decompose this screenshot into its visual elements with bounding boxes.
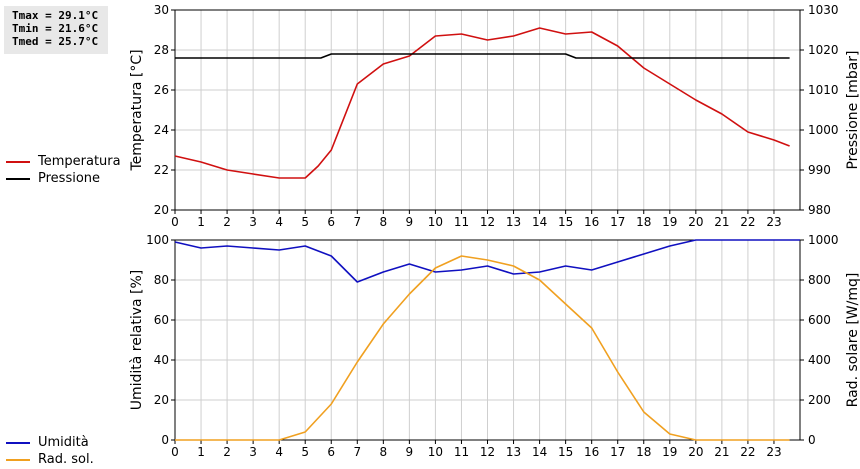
y-tick-label: 60	[154, 313, 169, 327]
series-line-pressione	[175, 53, 790, 59]
y2-tick-label: 1010	[808, 83, 839, 97]
y2-tick-label: 800	[808, 273, 831, 287]
y2-tick-label: 1030	[808, 3, 839, 17]
x-tick-label: 7	[353, 445, 361, 459]
y2-tick-label: 200	[808, 393, 831, 407]
y-tick-label: 40	[154, 353, 169, 367]
y-axis-label: Umidità relativa [%]	[129, 270, 145, 411]
x-tick-label: 17	[610, 445, 625, 459]
y2-tick-label: 600	[808, 313, 831, 327]
tmin-text: Tmin = 21.6°C	[12, 22, 99, 35]
x-tick-label: 9	[406, 445, 414, 459]
x-tick-label: 18	[636, 445, 651, 459]
x-tick-label: 2	[223, 215, 231, 229]
x-tick-label: 8	[380, 445, 388, 459]
x-tick-label: 14	[532, 215, 547, 229]
y-tick-label: 26	[154, 83, 169, 97]
y-tick-label: 0	[161, 433, 169, 447]
x-tick-label: 1	[197, 445, 205, 459]
x-tick-label: 18	[636, 215, 651, 229]
x-tick-label: 17	[610, 215, 625, 229]
tmed-text: Tmed = 25.7°C	[12, 35, 99, 48]
x-tick-label: 6	[327, 445, 335, 459]
y2-tick-label: 400	[808, 353, 831, 367]
y2-axis-label: Rad. solare [W/mq]	[845, 273, 860, 408]
y2-tick-label: 0	[808, 433, 816, 447]
y-tick-label: 20	[154, 393, 169, 407]
x-tick-label: 4	[275, 215, 283, 229]
x-tick-label: 21	[714, 215, 729, 229]
x-tick-label: 23	[766, 445, 781, 459]
y-tick-label: 100	[146, 233, 169, 247]
x-tick-label: 20	[688, 215, 703, 229]
x-tick-label: 13	[506, 445, 521, 459]
x-tick-label: 16	[584, 215, 599, 229]
y-tick-label: 80	[154, 273, 169, 287]
x-tick-label: 3	[249, 215, 257, 229]
x-tick-label: 0	[171, 215, 179, 229]
legend-label-pressione: Pressione	[38, 171, 101, 186]
legend-swatch-temperatura	[6, 161, 30, 163]
y-axis-label: Temperatura [°C]	[129, 49, 145, 171]
x-tick-label: 1	[197, 215, 205, 229]
series-line-umidit	[174, 239, 800, 283]
tmax-text: Tmax = 29.1°C	[12, 9, 99, 22]
series-line-temperatura	[174, 27, 790, 179]
legend-label-temperatura: Temperatura	[38, 154, 121, 169]
x-tick-label: 15	[558, 445, 573, 459]
legend-swatch-umidita	[6, 442, 30, 444]
x-tick-label: 23	[766, 215, 781, 229]
x-tick-label: 2	[223, 445, 231, 459]
y-tick-label: 22	[154, 163, 169, 177]
x-tick-label: 19	[662, 445, 677, 459]
x-tick-label: 14	[532, 445, 547, 459]
x-tick-label: 4	[275, 445, 283, 459]
y2-tick-label: 1000	[808, 123, 839, 137]
x-tick-label: 12	[480, 445, 495, 459]
chart-panel-temp-pressure: 0 1 2 3 4 5 6 7 8 9 10 11 12 13 14 15 16 17 18 19 20 21 22 2320…	[129, 3, 860, 229]
y2-tick-label: 980	[808, 203, 831, 217]
x-tick-label: 19	[662, 215, 677, 229]
x-tick-label: 22	[740, 215, 755, 229]
x-tick-label: 5	[301, 215, 309, 229]
legend-swatch-pressione	[6, 178, 30, 180]
x-tick-label: 11	[454, 445, 469, 459]
x-tick-label: 10	[428, 445, 443, 459]
y2-axis-label: Pressione [mbar]	[845, 50, 860, 169]
stats-box: Tmax = 29.1°C Tmin = 21.6°C Tmed = 25.7°…	[4, 6, 108, 54]
x-tick-label: 5	[301, 445, 309, 459]
y-tick-label: 28	[154, 43, 169, 57]
x-tick-label: 12	[480, 215, 495, 229]
y-tick-label: 30	[154, 3, 169, 17]
x-tick-label: 11	[454, 215, 469, 229]
y-tick-label: 24	[154, 123, 169, 137]
y2-tick-label: 1020	[808, 43, 839, 57]
x-tick-label: 13	[506, 215, 521, 229]
plot-frame	[174, 9, 801, 211]
x-tick-label: 0	[171, 445, 179, 459]
chart-panel-humidity-radiation: 0 1 2 3 4 5 6 7 8 9 10 11 12 13 14 15 16 17 18 19 20 21 22 2302…	[129, 233, 860, 459]
x-tick-label: 6	[327, 215, 335, 229]
x-tick-label: 9	[406, 215, 414, 229]
plot-frame	[174, 239, 801, 441]
x-tick-label: 20	[688, 445, 703, 459]
x-tick-label: 21	[714, 445, 729, 459]
y-tick-label: 20	[154, 203, 169, 217]
y2-tick-label: 1000	[808, 233, 839, 247]
x-tick-label: 7	[353, 215, 361, 229]
x-tick-label: 15	[558, 215, 573, 229]
x-tick-label: 22	[740, 445, 755, 459]
series-line-rad-sol	[175, 255, 790, 441]
x-tick-label: 3	[249, 445, 257, 459]
x-tick-label: 10	[428, 215, 443, 229]
y2-tick-label: 990	[808, 163, 831, 177]
x-tick-label: 16	[584, 445, 599, 459]
legend-label-umidita: Umidità	[38, 435, 89, 450]
x-tick-label: 8	[380, 215, 388, 229]
